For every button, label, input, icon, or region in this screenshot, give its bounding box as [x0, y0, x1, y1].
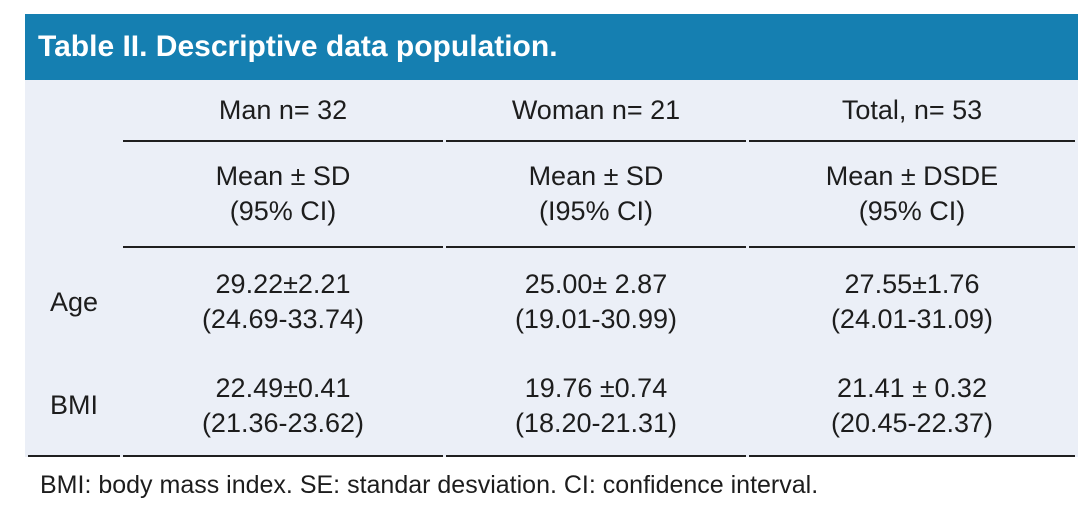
sub-header-man: Mean ± SD (95% CI) [123, 142, 443, 248]
bmi-total-mean: 21.41 ± 0.32 [837, 372, 987, 403]
corner-cell [28, 80, 120, 142]
row-label-bmi: BMI [28, 356, 120, 457]
sub-header-man-line1: Mean ± SD [215, 161, 351, 191]
row-label-age: Age [49, 286, 99, 317]
sub-header-woman: Mean ± SD (I95% CI) [446, 142, 746, 248]
table-title: Table II. Descriptive data population. [38, 30, 558, 63]
bmi-total-ci: (20.45-22.37) [830, 407, 994, 438]
bmi-woman-ci: (18.20-21.31) [514, 407, 678, 438]
table-row-age: Age 29.22±2.21 (24.69-33.74) 25.00± 2.87… [28, 248, 1075, 356]
sub-header-total-line2: (95% CI) [858, 196, 966, 226]
sub-header-corner-cell [28, 142, 120, 248]
age-total-ci: (24.01-31.09) [830, 304, 994, 334]
table-title-bar: Table II. Descriptive data population. [25, 14, 1078, 80]
bmi-woman-cell: 19.76 ±0.74 (18.20-21.31) [446, 356, 746, 457]
sub-header-woman-line2: (I95% CI) [538, 196, 654, 226]
age-woman-ci: (19.01-30.99) [514, 304, 678, 334]
table-row-bmi: BMI 22.49±0.41 (21.36-23.62) 19.76 ±0.74… [28, 356, 1075, 457]
bmi-man-mean: 22.49±0.41 [215, 372, 351, 403]
group-header-row: Man n= 32 Woman n= 21 Total, n= 53 [28, 80, 1075, 142]
age-man-mean: 29.22±2.21 [215, 269, 351, 299]
descriptive-data-table: Man n= 32 Woman n= 21 Total, n= 53 Mean … [25, 80, 1078, 457]
age-woman-cell: 25.00± 2.87 (19.01-30.99) [446, 248, 746, 356]
age-total-mean: 27.55±1.76 [844, 269, 980, 299]
bmi-man-cell: 22.49±0.41 (21.36-23.62) [123, 356, 443, 457]
age-total-cell: 27.55±1.76 (24.01-31.09) [749, 248, 1075, 356]
age-man-ci: (24.69-33.74) [201, 304, 365, 334]
sub-header-total-line1: Mean ± DSDE [825, 161, 999, 191]
sub-header-total: Mean ± DSDE (95% CI) [749, 142, 1075, 248]
age-woman-mean: 25.00± 2.87 [524, 269, 668, 299]
age-man-cell: 29.22±2.21 (24.69-33.74) [123, 248, 443, 356]
table-footnote: BMI: body mass index. SE: standar desvia… [40, 471, 819, 499]
column-header-woman: Woman n= 21 [446, 80, 746, 142]
sub-header-man-line2: (95% CI) [229, 196, 337, 226]
bmi-total-cell: 21.41 ± 0.32 (20.45-22.37) [749, 356, 1075, 457]
sub-header-row: Mean ± SD (95% CI) Mean ± SD (I95% CI) M… [28, 142, 1075, 248]
column-header-man: Man n= 32 [123, 80, 443, 142]
column-header-total: Total, n= 53 [749, 80, 1075, 142]
bmi-man-ci: (21.36-23.62) [201, 407, 365, 438]
sub-header-woman-line1: Mean ± SD [528, 161, 664, 191]
bmi-woman-mean: 19.76 ±0.74 [524, 372, 668, 403]
